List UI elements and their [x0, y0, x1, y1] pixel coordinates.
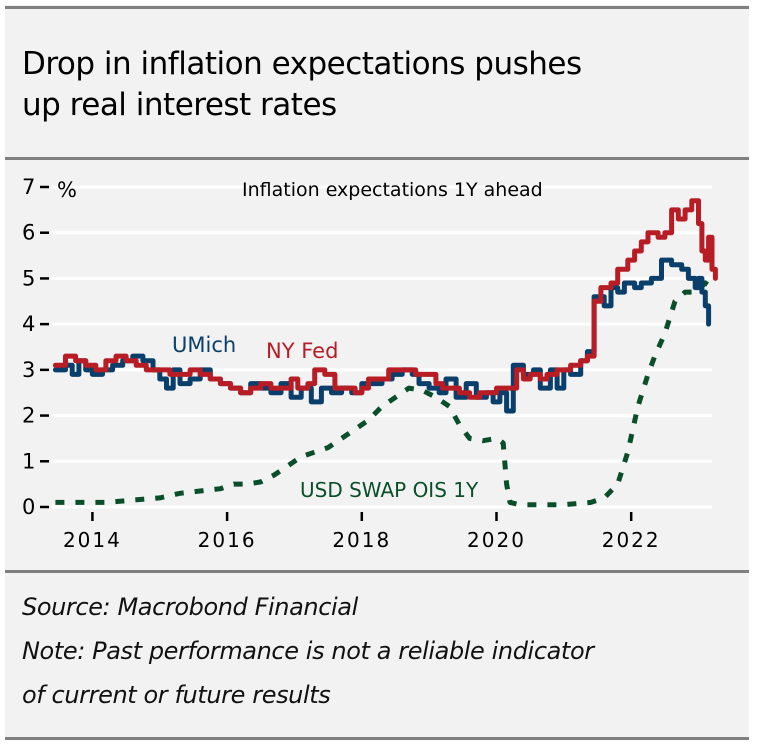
x-tick-label: 2016 [198, 528, 257, 552]
gridlines [52, 185, 712, 509]
chart-title: Inflation expectations 1Y ahead [242, 179, 543, 201]
x-tick-label: 2020 [467, 528, 526, 552]
title-line-1: Drop in inflation expectations pushes [22, 46, 582, 82]
y-tick-label: 7 [22, 175, 35, 199]
y-tick-label: 2 [22, 404, 35, 428]
y-axis-unit-label: % [57, 178, 77, 202]
x-tick-label: 2018 [332, 528, 391, 552]
chart-panel [5, 5, 749, 740]
note-line-2: of current or future results [22, 681, 331, 709]
series-line-ny-fed [52, 198, 718, 400]
title-line-2: up real interest rates [22, 87, 337, 123]
y-tick-label: 6 [22, 221, 35, 245]
y-tick-label: 0 [22, 495, 35, 519]
annotation-swap: USD SWAP OIS 1Y [300, 478, 479, 502]
page-title: Drop in inflation expectations pushes up… [22, 44, 742, 126]
x-tick-label: 2022 [602, 528, 661, 552]
top-rule [5, 6, 749, 9]
footer-rule [5, 570, 749, 573]
line-chart: 0 1 2 3 4 5 6 7 2014 2016 2018 2020 2022 % Inflatio… [22, 175, 718, 552]
y-axis: 0 1 2 3 4 5 6 7 [22, 175, 49, 519]
y-tick-label: 5 [22, 266, 35, 290]
x-tick-label: 2014 [63, 528, 122, 552]
bottom-rule [5, 737, 749, 740]
y-tick-label: 1 [22, 449, 35, 473]
source-text: Source: Macrobond Financial [22, 593, 358, 621]
series-group [52, 198, 718, 508]
title-rule [5, 157, 749, 160]
series-line-usd-swap-ois-1y [55, 280, 714, 508]
annotation-umich: UMich [172, 333, 236, 357]
note-line-1: Note: Past performance is not a reliable… [22, 637, 594, 665]
x-axis: 2014 2016 2018 2020 2022 [63, 512, 661, 552]
y-tick-label: 4 [22, 312, 35, 336]
annotation-nyfed: NY Fed [266, 339, 338, 363]
footer-notes: Source: Macrobond Financial Note: Past p… [22, 585, 742, 717]
y-tick-label: 3 [22, 358, 35, 382]
